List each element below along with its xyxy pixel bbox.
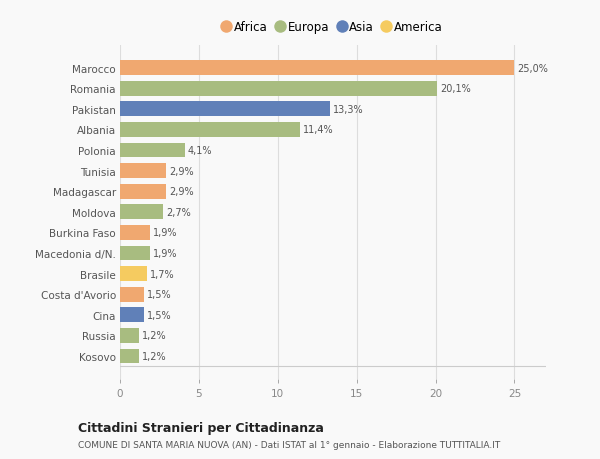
Bar [120,287,143,302]
Text: 1,2%: 1,2% [142,330,167,341]
Text: Cittadini Stranieri per Cittadinanza: Cittadini Stranieri per Cittadinanza [78,421,324,434]
Text: 2,7%: 2,7% [166,207,191,217]
Bar [120,82,437,96]
Bar [120,267,147,281]
Text: 2,9%: 2,9% [169,187,194,197]
Bar [120,205,163,220]
Bar [120,61,514,76]
Bar [120,164,166,179]
Bar [120,143,185,158]
Bar [120,349,139,364]
Text: 2,9%: 2,9% [169,166,194,176]
Legend: Africa, Europa, Asia, America: Africa, Europa, Asia, America [221,18,445,36]
Bar [120,102,330,117]
Bar [120,225,150,240]
Bar [120,185,166,199]
Text: 20,1%: 20,1% [440,84,471,94]
Text: 1,5%: 1,5% [147,310,172,320]
Text: 4,1%: 4,1% [188,146,212,156]
Text: 1,9%: 1,9% [153,228,178,238]
Text: 1,5%: 1,5% [147,290,172,299]
Bar [120,328,139,343]
Text: 1,9%: 1,9% [153,248,178,258]
Text: 11,4%: 11,4% [303,125,334,135]
Text: 1,2%: 1,2% [142,351,167,361]
Text: 25,0%: 25,0% [518,63,548,73]
Bar [120,123,300,138]
Bar [120,246,150,261]
Text: 13,3%: 13,3% [333,105,364,114]
Bar [120,308,143,322]
Text: 1,7%: 1,7% [150,269,175,279]
Text: COMUNE DI SANTA MARIA NUOVA (AN) - Dati ISTAT al 1° gennaio - Elaborazione TUTTI: COMUNE DI SANTA MARIA NUOVA (AN) - Dati … [78,440,500,449]
